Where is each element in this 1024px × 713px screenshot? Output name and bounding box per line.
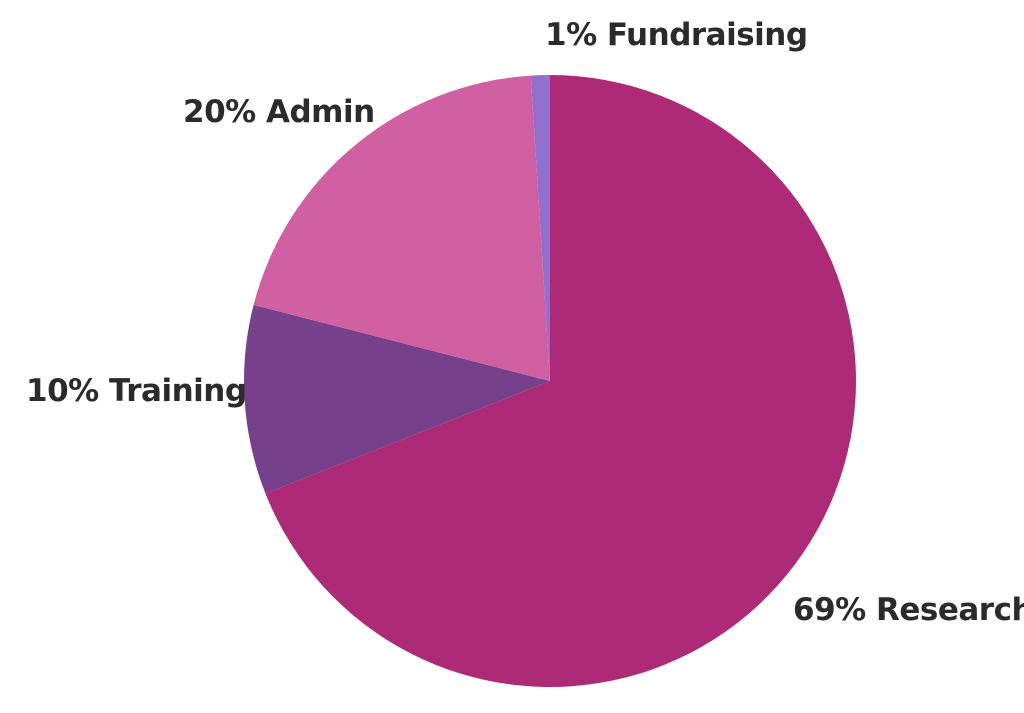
slice-label-fundraising: 1% Fundraising [545,17,808,53]
slice-label-admin: 20% Admin [183,94,375,130]
pie-labels: 69% Research 10% Training 20% Admin 1% F… [26,17,1024,628]
pie-slice-research [265,75,857,687]
slice-label-research: 69% Research [793,592,1024,628]
pie-slice-admin [253,75,551,381]
pie-slice-fundraising [530,74,550,381]
pie-slice-training [243,304,550,494]
pie-slices [243,74,857,687]
slice-label-training: 10% Training [26,373,247,409]
